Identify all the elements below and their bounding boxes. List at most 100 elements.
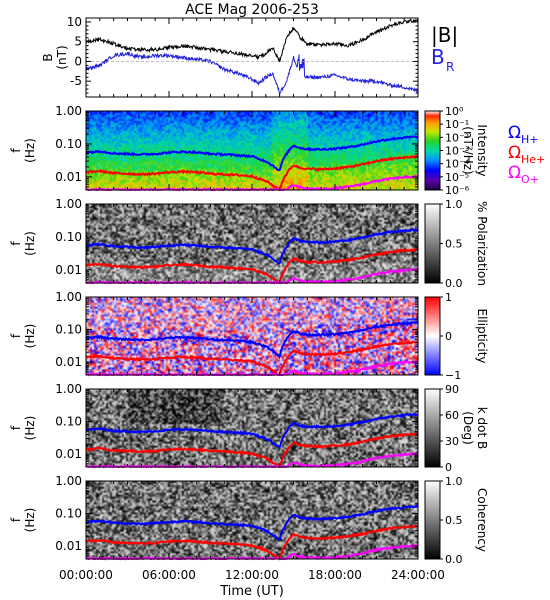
y-tick-label: 0.01 [55,170,82,184]
spectrogram-image [86,204,418,283]
y-axis-unit: (Hz) [23,138,37,163]
colorbar-tick-label: 10⁰ [445,105,464,118]
omega-he-plus-line [85,524,419,561]
colorbar-tick-label: 30 [445,435,459,448]
y-tick-label: 1.00 [55,382,82,396]
colorbar-tick-label: 10⁻⁶ [445,184,470,197]
x-tick-label: 18:00:00 [308,568,362,582]
b-total-line [85,18,419,63]
legend-omega-h: Ω [508,123,521,143]
colorbar-tick-label: 10⁻² [445,131,469,144]
omega-he-plus-line [85,432,419,468]
colorbar-tick-label: 1.0 [445,475,463,488]
b-r-line [85,50,419,96]
colorbar-frame [424,388,441,468]
spectrogram-image [86,111,418,190]
colorbar-tick-label: −1 [445,369,461,382]
legend-omega-he-sub: He+ [521,153,545,166]
legend-omega-o: Ω [508,163,521,183]
x-tick-label: 06:00:00 [142,568,196,582]
y-tick-label: 1.00 [55,104,82,118]
y-tick-label: 0 [74,54,82,68]
y-axis-label: f [9,517,23,522]
legend-omega-h-sub: H+ [521,133,539,146]
y-tick-label: 0.10 [55,230,82,244]
colorbar [425,111,440,190]
y-axis-label: f [9,425,23,430]
colorbar-tick-label: 90 [445,383,459,396]
colorbar-tick-label: 10⁻⁴ [445,158,470,171]
colorbar-tick-label: 1 [445,291,452,304]
spectrogram-image [86,297,418,375]
y-tick-label: 0.01 [55,447,82,461]
omega-h-plus-line [85,412,419,449]
colorbar [425,297,440,375]
y-tick-label: -5 [70,74,82,88]
y-axis-unit: (Hz) [23,324,37,349]
x-tick-label: 00:00:00 [59,568,113,582]
omega-he-plus-line [85,154,419,191]
y-tick-label: 0.10 [55,415,82,429]
colorbar-tick-label: 1.0 [445,198,463,211]
y-tick-label: 0.01 [55,263,82,277]
y-tick-label: 0.10 [55,323,82,337]
legend-omega-he: Ω [508,143,521,163]
legend-b-r-sub: R [446,60,454,74]
omega-h-plus-line [85,135,419,172]
y-axis-label: f [9,241,23,246]
legend-b-r: B [431,45,445,69]
legend-b-total: |B| [431,23,458,47]
colorbar-label: Intensity [475,124,489,176]
colorbar-tick-label: 0.0 [445,553,463,566]
colorbar-tick-label: 10⁻⁵ [445,171,469,184]
spectrogram-image [86,481,418,559]
colorbar [425,481,440,559]
chart-title: ACE Mag 2006-253 [185,2,319,18]
colorbar [425,389,440,467]
omega-he-plus-line [85,248,419,285]
omega-h-plus-line [85,228,419,265]
omega-he-plus-line [85,340,419,376]
y-axis-unit: (Hz) [23,231,37,256]
colorbar-label: Coherency [475,488,489,552]
y-axis-unit: (Hz) [23,416,37,441]
y-axis-unit: (Hz) [23,508,37,533]
y-tick-label: 10 [67,15,82,29]
colorbar-tick-label: 60 [445,409,459,422]
colorbar-label: k dot B [475,407,489,449]
omega-h-plus-line [85,320,419,360]
y-axis-label: f [9,333,23,338]
y-tick-label: 1.00 [55,474,82,488]
y-axis-label: f [9,148,23,153]
y-tick-label: 0.01 [55,539,82,553]
y-axis-unit: (nT) [55,45,69,69]
colorbar-unit: (nT²/Hz) [461,126,475,174]
colorbar-label: % Polarization [475,201,489,286]
y-tick-label: 0.10 [55,137,82,151]
colorbar-tick-label: 0 [445,461,452,474]
x-tick-label: 12:00:00 [225,568,279,582]
y-tick-label: 1.00 [55,290,82,304]
colorbar-tick-label: 0 [445,330,452,343]
data-lines [85,18,419,561]
colorbar-tick-label: 0.5 [445,514,463,527]
x-tick-label: 24:00:00 [391,568,445,582]
axes [85,17,443,560]
y-tick-label: 1.00 [55,197,82,211]
colorbar-tick-label: 0.0 [445,277,463,290]
x-axis-label: Time (UT) [219,584,284,599]
colorbar-tick-label: 10⁻³ [445,145,469,158]
colorbar-tick-label: 0.5 [445,238,463,251]
y-tick-label: 5 [74,35,82,49]
legend-omega-o-sub: O+ [521,173,539,186]
y-tick-label: 0.10 [55,507,82,521]
omega-h-plus-line [85,504,419,542]
colorbar [425,204,440,283]
y-axis-label: B [41,53,55,61]
colorbar-tick-label: 10⁻¹ [445,118,469,131]
colorbar-label: Ellipticity [475,309,489,364]
y-tick-label: 0.01 [55,355,82,369]
colorbar-unit: (Deg) [461,411,475,445]
